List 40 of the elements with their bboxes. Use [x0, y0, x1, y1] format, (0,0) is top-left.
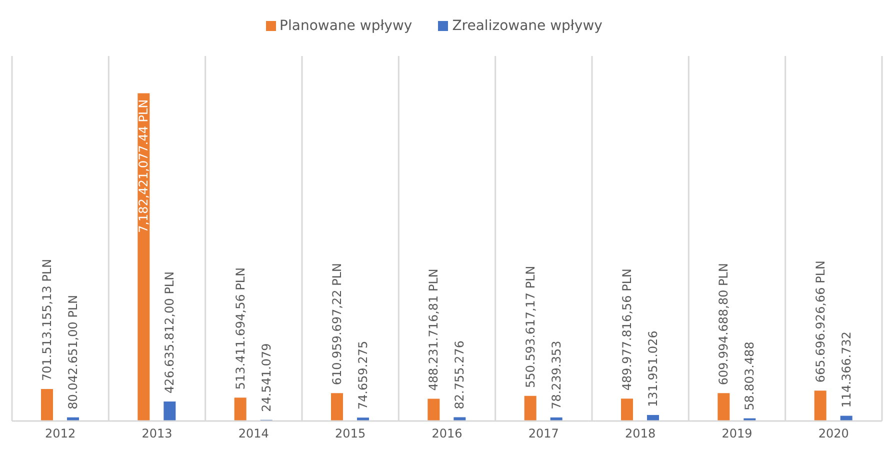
data-label: 74.659.275 [356, 340, 370, 410]
bar [164, 402, 176, 421]
data-label: 489.977.816,56 PLN [620, 268, 634, 391]
data-label: 426.635.812,00 PLN [162, 271, 177, 394]
data-label: 131.951.026 [646, 330, 660, 407]
data-label: 114.366.732 [839, 331, 854, 408]
x-tick-label: 2012 [45, 426, 76, 441]
data-label: 24.541.079 [259, 343, 274, 412]
x-tick-label: 2015 [335, 426, 366, 441]
bar [647, 414, 659, 421]
data-label: 488.231.716,81 PLN [426, 268, 441, 391]
data-label: 701.513.155,13 PLN [40, 258, 54, 381]
legend-label: Planowane wpływy [280, 18, 412, 34]
data-label: 550.593.617,17 PLN [523, 266, 538, 388]
bar [454, 417, 466, 421]
data-label: 7,182,421,077.44 PLN [136, 99, 151, 233]
bar [718, 393, 730, 421]
bar [428, 398, 440, 421]
bar [234, 398, 246, 421]
data-label: 665.696.926,66 PLN [813, 260, 828, 383]
x-tick-label: 2020 [818, 426, 849, 441]
x-tick-label: 2016 [432, 426, 462, 441]
bar [524, 396, 536, 421]
data-label: 610.959.697,22 PLN [330, 262, 344, 386]
legend-label: Zrealizowane wpływy [452, 18, 602, 34]
data-label: 513.411.694,56 PLN [233, 267, 248, 390]
data-label: 82.755.276 [452, 340, 467, 410]
x-tick-label: 2013 [142, 426, 172, 441]
x-tick-label: 2017 [528, 426, 559, 441]
data-label: 80.042.651,00 PLN [66, 294, 80, 410]
data-label: 609.994.688,80 PLN [716, 263, 731, 386]
data-label: 58.803.488 [742, 342, 757, 410]
x-tick-label: 2018 [625, 426, 656, 441]
bar [331, 393, 343, 421]
bar [814, 390, 826, 421]
bar [621, 398, 633, 421]
bar [41, 388, 53, 421]
x-tick-label: 2019 [722, 426, 752, 441]
x-tick-label: 2014 [238, 426, 269, 441]
data-label: 78.239.353 [549, 340, 564, 410]
